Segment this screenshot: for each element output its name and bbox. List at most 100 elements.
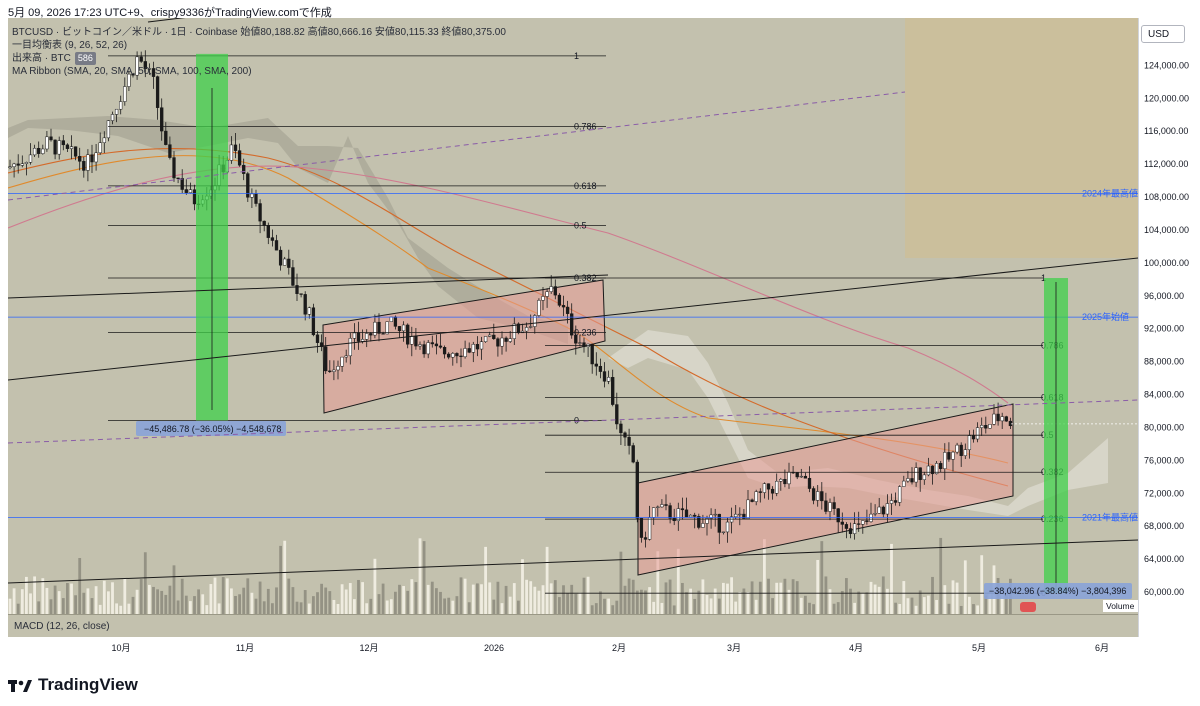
candle-body xyxy=(229,144,234,161)
level-name: 2025年始値 xyxy=(1082,311,1129,322)
price-tick-label: 72,000.00 xyxy=(1144,488,1184,498)
volume-bar xyxy=(16,603,20,614)
price-chart[interactable]: 10.7860.6180.50.3820.236010.7860.6180.50… xyxy=(7,9,1194,658)
candle-body xyxy=(660,504,664,508)
macd-label[interactable]: MACD (12, 26, close) xyxy=(14,621,110,632)
price-tick-label: 64,000.00 xyxy=(1144,554,1184,564)
volume-bar xyxy=(726,583,729,614)
volume-label[interactable]: 出来高 · BTC 586 xyxy=(12,52,506,66)
volume-bar xyxy=(631,579,635,614)
candle-body xyxy=(574,334,578,344)
candle-body xyxy=(315,334,320,343)
currency-button[interactable]: USD xyxy=(1141,25,1185,43)
price-tick-label: 116,000.00 xyxy=(1144,126,1188,136)
volume-bar xyxy=(242,587,246,614)
ichimoku-label[interactable]: 一目均衡表 (9, 26, 52, 26) xyxy=(12,39,128,51)
candle-body xyxy=(418,344,422,347)
candle-body xyxy=(1004,416,1008,422)
volume-bar xyxy=(750,581,754,614)
candle-body xyxy=(721,531,726,533)
time-tick-label: 10月 xyxy=(111,643,130,653)
volume-badge: 586 xyxy=(74,52,96,65)
candle-body xyxy=(652,507,656,518)
candle-body xyxy=(947,452,951,460)
volume-bar xyxy=(959,605,963,614)
volume-bar xyxy=(763,539,766,614)
volume-bar xyxy=(672,605,676,614)
volume-bar xyxy=(709,598,713,614)
candle-body xyxy=(816,491,820,501)
candle-body xyxy=(758,491,762,493)
volume-bar xyxy=(791,579,795,614)
measure-tag-2-bg xyxy=(984,583,1132,599)
volume-bar xyxy=(459,577,463,614)
fib-upper-label: 0.786 xyxy=(574,122,597,132)
volume-bar xyxy=(558,597,561,614)
candle-body xyxy=(397,326,402,332)
candle-body xyxy=(78,156,82,162)
candle-body xyxy=(414,336,418,347)
candle-body xyxy=(824,500,828,512)
candle-body xyxy=(119,101,123,110)
chart-container[interactable]: 10.7860.6180.50.3820.236010.7860.6180.50… xyxy=(7,9,1194,658)
candle-body xyxy=(135,56,139,76)
candle-body xyxy=(106,120,111,139)
volume-bar xyxy=(976,605,979,614)
price-tick-label: 88,000.00 xyxy=(1144,357,1184,367)
candle-body xyxy=(857,523,861,525)
volume-bar xyxy=(127,603,131,614)
candle-body xyxy=(1008,420,1013,427)
candle-body xyxy=(565,306,570,314)
candle-body xyxy=(188,189,193,193)
candle-body xyxy=(627,436,631,446)
candle-body xyxy=(336,366,340,371)
candle-body xyxy=(488,334,492,337)
candle-body xyxy=(32,147,37,156)
candle-body xyxy=(664,504,668,506)
fib-lower-label: 1 xyxy=(1041,273,1046,283)
candle-body xyxy=(762,483,767,493)
volume-bar xyxy=(402,586,405,614)
price-axis-bg xyxy=(1138,18,1193,637)
candle-body xyxy=(369,333,373,336)
price-tick-label: 96,000.00 xyxy=(1144,291,1184,301)
candle-body xyxy=(631,445,635,463)
volume-bar xyxy=(324,587,328,614)
price-tick-label: 108,000.00 xyxy=(1144,192,1189,202)
volume-bar xyxy=(881,576,885,614)
candle-body xyxy=(430,342,434,345)
candle-body xyxy=(233,144,238,151)
ma-ribbon-label[interactable]: MA Ribbon (SMA, 20, SMA, 50, SMA, 100, S… xyxy=(12,65,252,77)
volume-bar xyxy=(12,588,16,614)
candle-body xyxy=(455,353,459,357)
fib-upper-label: 0.5 xyxy=(574,220,587,230)
volume-bar xyxy=(627,578,631,614)
volume-bar xyxy=(836,602,840,614)
volume-bar xyxy=(738,592,742,614)
candle-body xyxy=(643,537,648,540)
volume-bar xyxy=(279,545,282,614)
chart-caption: 5月 09, 2026 17:23 UTC+9、crispy9336がTradi… xyxy=(8,7,332,19)
symbol-line[interactable]: BTCUSD · ビットコイン／米ドル · 1日 · Coinbase 始値80… xyxy=(12,27,506,38)
candle-body xyxy=(278,249,283,266)
volume-bar xyxy=(545,546,549,614)
candle-body xyxy=(647,517,652,540)
candle-body xyxy=(836,508,840,523)
time-tick-label: 5月 xyxy=(972,643,986,653)
volume-bar xyxy=(849,588,852,614)
volume-bar xyxy=(480,584,483,614)
volume-bar xyxy=(504,585,508,614)
candle-body xyxy=(656,506,660,508)
volume-bar xyxy=(496,581,500,614)
tradingview-logo[interactable]: TradingView xyxy=(8,675,138,695)
candle-body xyxy=(885,503,890,515)
candle-body xyxy=(713,513,717,516)
fib-upper-label: 0 xyxy=(574,415,579,425)
candle-body xyxy=(237,150,242,166)
candle-body xyxy=(479,341,484,350)
candle-body xyxy=(180,178,184,190)
volume-bar xyxy=(131,596,135,614)
volume-bar xyxy=(291,587,295,614)
future-zone xyxy=(905,18,1138,258)
candle-body xyxy=(529,326,533,328)
